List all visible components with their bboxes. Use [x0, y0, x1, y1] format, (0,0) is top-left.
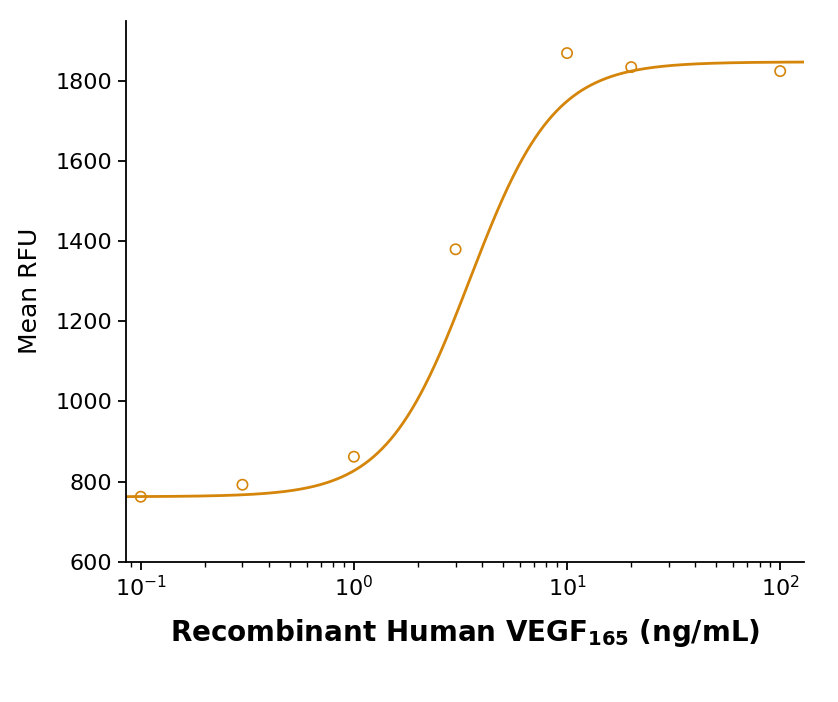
X-axis label: Recombinant Human VEGF$_{\mathbf{165}}$ (ng/mL): Recombinant Human VEGF$_{\mathbf{165}}$ …: [170, 616, 760, 649]
Point: [561, 48, 574, 59]
Point: [347, 451, 360, 463]
Point: [134, 491, 147, 503]
Point: [235, 479, 249, 490]
Point: [449, 244, 463, 255]
Point: [624, 62, 638, 73]
Point: [773, 65, 787, 77]
Y-axis label: Mean RFU: Mean RFU: [18, 228, 42, 355]
